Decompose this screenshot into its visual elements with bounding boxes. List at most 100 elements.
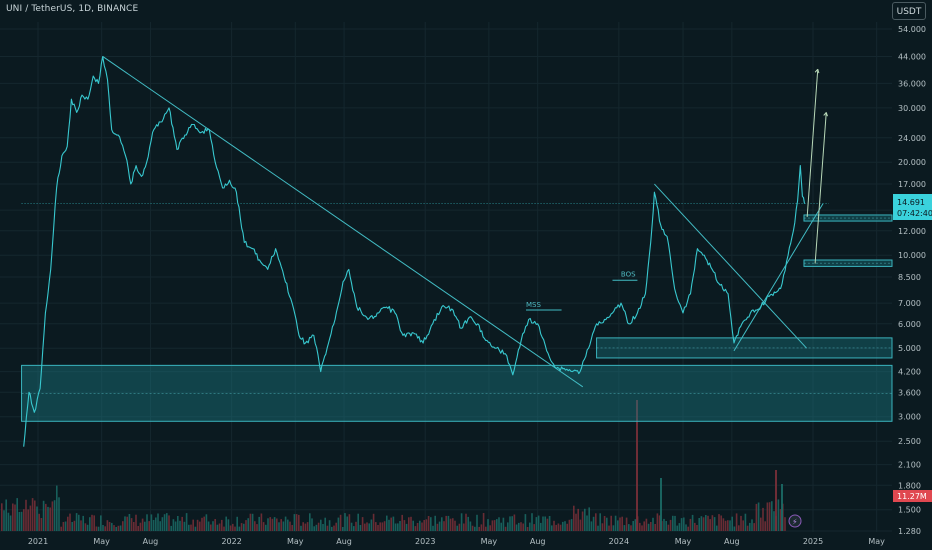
volume-bar [111,522,113,531]
volume-bar [467,516,469,531]
volume-bar [513,514,516,531]
volume-bar [764,521,766,531]
y-tick-label: 24.000 [898,134,926,143]
volume-bar [249,513,252,531]
volume-bar [181,516,183,531]
volume-bar [64,521,67,531]
volume-bar [199,521,201,531]
x-tick-label: May [675,537,692,546]
volume-bar [267,518,269,531]
volume-bar [225,516,227,531]
volume-bar [282,521,285,531]
volume-bar [287,519,289,531]
volume-bar [674,515,676,531]
volume-bar [3,510,5,531]
volume-bar [485,526,487,531]
volume-bar [155,517,157,531]
y-tick-label: 4.200 [898,368,921,377]
volume-bar [762,507,764,531]
volume-bar [654,524,656,531]
volume-bar [271,518,274,531]
volume-bar [137,526,139,531]
volume-bar [771,501,773,531]
volume-bar [366,522,368,531]
volume-bar [744,513,747,531]
volume-bar [689,518,692,531]
volume-bar [724,520,727,531]
volume-bar [392,516,395,531]
y-axis: 54.000 44.000 36.000 30.000 24.000 20.000 17.0… [898,25,926,536]
volume-bar [665,521,667,531]
volume-bar [423,520,425,531]
volume-bar [610,515,612,531]
volume-bar [361,517,364,531]
volume-bar [144,521,146,531]
volume-bar [447,515,450,531]
volume-bar [194,526,197,531]
volume-bar [302,522,304,531]
volume-bar [93,515,95,531]
volume-bar [716,525,718,531]
volume-bar [755,503,758,531]
volume-bar [777,499,780,531]
volume-bar [463,523,465,531]
price-series [23,55,806,447]
volume-bar [117,525,120,531]
volume-bar [324,517,326,531]
lightning-icon-button[interactable] [788,514,802,528]
volume-bar [557,523,560,531]
volume-bar [304,523,307,531]
volume-bar [214,519,216,531]
volume-bar [177,516,179,531]
volume-bar [502,517,505,531]
volume-bar [276,518,278,531]
volume-bar [251,513,254,531]
volume-bar [49,507,51,531]
x-tick-label: 2022 [221,537,241,546]
volume-bar [100,515,102,531]
volume-bar [520,522,522,531]
projection-arrow-upper [806,69,819,218]
volume-bar [174,521,177,531]
volume-bar [588,507,590,531]
volume-bar [56,485,58,531]
volume-bar [86,524,89,531]
volume-bar [115,527,117,531]
volume-bar [157,513,159,531]
volume-bar [522,523,524,531]
volume-bar [133,522,135,531]
volume-bar [62,522,65,531]
volume-bar [36,506,38,531]
y-tick-label: 12.000 [898,227,926,236]
volume-bar [355,521,357,531]
trendline-ascending [733,203,824,352]
volume-bar [731,516,733,531]
volume-bar [14,504,16,531]
volume-bar [700,516,703,531]
volume-bar [309,513,311,531]
volume-bar [223,526,225,531]
volume-bar [229,525,232,531]
volume-bar [38,513,40,531]
volume-bar [729,520,731,531]
volume-bar [511,516,513,531]
volume-bar [625,517,628,531]
volume-bar [760,517,762,531]
volume-bar [559,524,562,531]
currency-button[interactable]: USDT [892,2,926,20]
y-tick-label: 2.500 [898,437,921,446]
volume-bar [25,499,27,531]
volume-bar [141,518,144,531]
volume-bar [412,520,414,531]
volume-bar [628,524,630,531]
volume-bar [405,523,408,531]
volume-bar [531,513,533,531]
volume-bar [23,509,25,531]
volume-bar [663,518,665,531]
volume-bar [388,519,390,531]
volume-bar [416,523,419,531]
volume-bar [586,515,588,531]
x-tick-label: Aug [143,537,159,546]
volume-bar [221,519,223,531]
